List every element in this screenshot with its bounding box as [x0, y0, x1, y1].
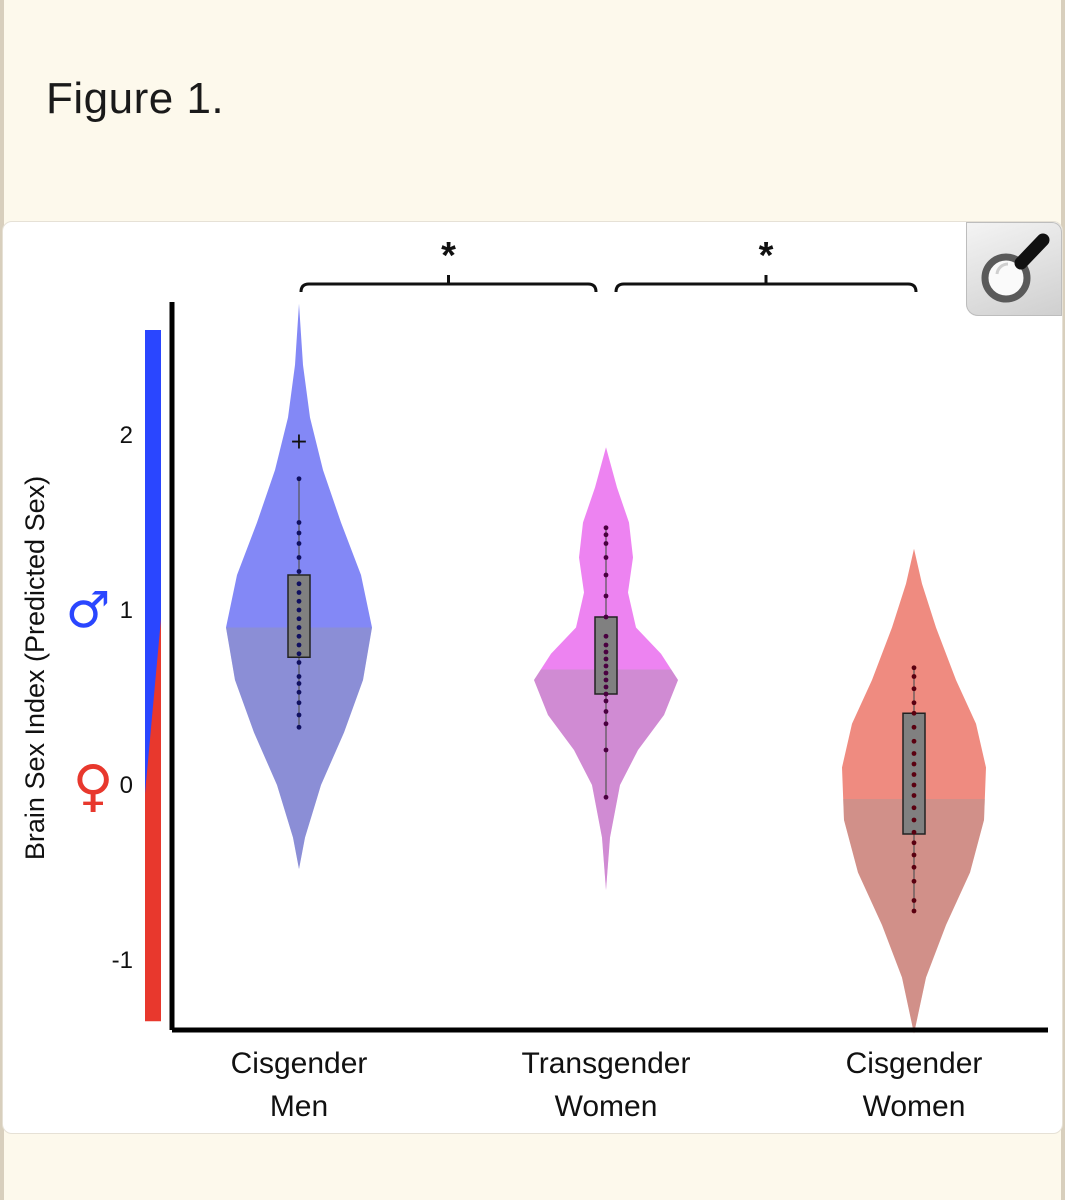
- data-point: [296, 681, 302, 686]
- data-point: [296, 712, 302, 718]
- data-point: [603, 614, 609, 620]
- data-point: [603, 663, 609, 669]
- data-point: [911, 674, 917, 679]
- y-tick-label: 1: [120, 597, 133, 624]
- data-point: [296, 607, 302, 613]
- significance-bracket: [614, 282, 918, 293]
- data-point: [911, 898, 917, 903]
- data-point: [296, 616, 302, 622]
- data-point: [911, 864, 917, 870]
- zoom-button[interactable]: [966, 222, 1062, 316]
- data-point: [603, 691, 609, 697]
- violin-lower-shade-3: [843, 799, 985, 1034]
- data-point: [911, 908, 917, 914]
- data-point: [603, 525, 609, 531]
- sex-scale-bar-male: [145, 330, 161, 794]
- significance-star: *: [759, 235, 774, 277]
- data-point: [296, 724, 302, 730]
- male-symbol-icon: ♂: [66, 581, 111, 639]
- y-tick-label: 2: [120, 422, 133, 449]
- data-point: [603, 656, 609, 662]
- data-point: [296, 660, 302, 665]
- data-point: [296, 598, 302, 604]
- x-category-label: Women: [555, 1090, 658, 1123]
- significance-bracket: [299, 282, 598, 293]
- data-point: [603, 593, 609, 599]
- data-point: [296, 541, 302, 546]
- y-tick-label: -1: [112, 947, 133, 974]
- data-point: [296, 476, 302, 482]
- data-point: [296, 520, 302, 525]
- data-point: [603, 794, 609, 800]
- data-point: [911, 751, 917, 756]
- data-point: [603, 572, 609, 578]
- data-point: [911, 852, 917, 858]
- data-point: [296, 674, 302, 679]
- box-2: [594, 616, 618, 695]
- y-axis-label: Brain Sex Index (Predicted Sex): [20, 476, 50, 860]
- page-frame-right-edge: [1061, 0, 1065, 1200]
- data-point: [603, 698, 609, 704]
- data-point: [603, 684, 609, 690]
- data-point: [911, 840, 917, 846]
- data-point: [296, 689, 302, 695]
- data-point: [911, 665, 917, 671]
- data-point: [911, 878, 917, 884]
- data-point: [911, 724, 917, 730]
- significance-star: *: [441, 235, 456, 277]
- x-category-label: Women: [863, 1090, 966, 1123]
- data-point: [911, 817, 917, 823]
- figure-title: Figure 1.: [46, 74, 225, 123]
- data-point: [603, 642, 609, 648]
- data-point: [603, 649, 609, 655]
- data-point: [603, 677, 609, 683]
- data-point: [911, 738, 917, 744]
- violin-lower-shade-1: [226, 627, 372, 869]
- data-point: [296, 581, 302, 587]
- outlier-marker: +: [290, 429, 308, 454]
- data-point: [911, 700, 917, 706]
- box-1: [287, 574, 311, 658]
- data-point: [296, 642, 302, 648]
- x-category-label: Cisgender: [846, 1047, 983, 1080]
- magnifier-icon: [981, 233, 1050, 303]
- data-point: [296, 700, 302, 706]
- data-point: [911, 793, 917, 798]
- data-point: [603, 541, 609, 546]
- data-point: [603, 747, 609, 753]
- data-point: [911, 710, 917, 716]
- female-symbol-icon: ♀: [72, 754, 113, 819]
- x-category-label: Cisgender: [231, 1047, 368, 1080]
- data-point: [911, 761, 917, 767]
- data-point: [603, 555, 609, 560]
- y-tick-label: 0: [120, 772, 133, 799]
- data-point: [911, 686, 917, 692]
- data-point: [603, 709, 609, 714]
- data-point: [911, 782, 917, 788]
- data-point: [296, 651, 302, 657]
- x-category-label: Transgender: [522, 1047, 691, 1080]
- data-point: [296, 625, 302, 630]
- data-point: [296, 555, 302, 560]
- data-point: [603, 532, 609, 538]
- data-point: [296, 569, 302, 574]
- data-point: [296, 590, 302, 595]
- data-point: [296, 530, 302, 536]
- data-point: [911, 805, 917, 811]
- data-point: [296, 633, 302, 639]
- data-point: [603, 721, 609, 727]
- x-category-label: Men: [270, 1090, 328, 1123]
- data-point: [911, 829, 917, 835]
- data-point: [603, 633, 609, 639]
- data-point: [911, 772, 917, 777]
- data-point: [603, 670, 609, 676]
